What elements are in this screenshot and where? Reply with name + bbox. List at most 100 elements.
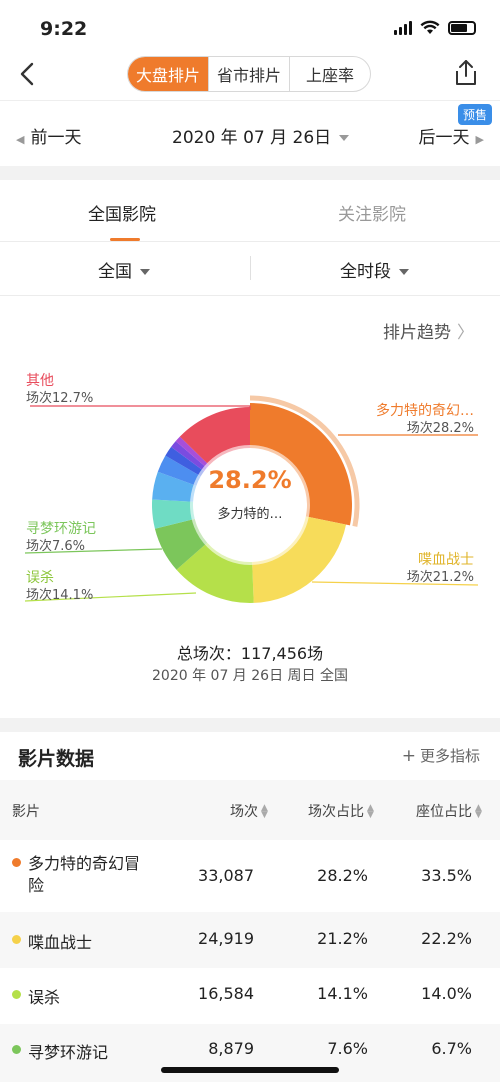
- slice-label-film-1: 多力特的奇幻… 场次28.2%: [376, 402, 474, 438]
- slice-label-name: 多力特的奇幻…: [376, 403, 474, 419]
- donut-center-percent: 28.2%: [208, 466, 292, 494]
- donut-slice[interactable]: [151, 499, 195, 529]
- caret-down-icon: [339, 135, 350, 141]
- home-indicator: [161, 1067, 339, 1073]
- ranking-type-segmented-control[interactable]: 大盘排片 省市排片 上座率: [127, 56, 371, 92]
- donut-slices: [151, 395, 360, 603]
- shows-cell: 16,584: [198, 984, 254, 1003]
- schedule-trend-link[interactable]: 排片趋势〉: [383, 318, 474, 343]
- slice-label-share: 场次12.7%: [26, 391, 94, 406]
- column-header-film: 影片: [12, 804, 40, 820]
- status-icons: [394, 20, 476, 35]
- donut-inner-ring: [190, 445, 310, 565]
- time-range-filter-label: 全时段: [340, 262, 391, 282]
- schedule-share-donut-chart: [24, 395, 479, 603]
- section-divider: [0, 718, 500, 732]
- donut-slice[interactable]: [165, 446, 205, 477]
- table-header: [0, 780, 500, 840]
- film-color-dot: [12, 858, 21, 867]
- more-metrics-label: 更多指标: [419, 747, 480, 765]
- tab-followed-cinemas[interactable]: 关注影院: [338, 205, 406, 225]
- caret-right-icon: ▶: [475, 133, 484, 146]
- column-header-show-share[interactable]: 场次占比 ▲ ▼: [308, 801, 374, 821]
- slice-label-share: 场次7.6%: [26, 539, 86, 554]
- total-shows: 总场次：117,456场: [176, 644, 324, 663]
- segment-province[interactable]: 省市排片: [208, 57, 289, 91]
- shows-cell: 24,919: [198, 929, 254, 948]
- sort-icon: ▲ ▼: [261, 803, 268, 820]
- table-row[interactable]: [0, 912, 500, 968]
- sort-icon: ▲ ▼: [475, 803, 482, 820]
- donut-slice[interactable]: [250, 403, 352, 526]
- donut-hole: [195, 450, 305, 560]
- donut-slice[interactable]: [157, 455, 201, 486]
- region-filter-label: 全国: [98, 262, 132, 282]
- tab-national-cinemas[interactable]: 全国影院: [88, 205, 156, 225]
- caret-down-icon: [399, 269, 409, 275]
- divider: [0, 241, 500, 242]
- seat-share-cell: 14.0%: [421, 984, 472, 1003]
- summary-date-line: 2020 年 07 月 26日 周日 全国: [152, 668, 348, 684]
- column-header-label: 场次: [230, 804, 258, 820]
- date-picker[interactable]: 2020 年 07 月 26日: [172, 123, 350, 148]
- slice-label-share: 场次28.2%: [406, 421, 474, 436]
- shows-cell: 33,087: [198, 866, 254, 885]
- film-name-line: 险: [28, 876, 45, 895]
- region-filter[interactable]: 全国: [98, 257, 150, 282]
- slice-label-film-4: 寻梦环游记 场次7.6%: [26, 520, 96, 556]
- segment-overall[interactable]: 大盘排片: [128, 57, 208, 91]
- more-metrics-button[interactable]: + 更多指标: [402, 745, 480, 766]
- date-bar: [0, 100, 500, 166]
- status-time: 9:22: [40, 18, 88, 40]
- film-name: 喋血战士: [28, 933, 93, 952]
- film-name: 寻梦环游记: [28, 1043, 109, 1062]
- next-day-button[interactable]: 后一天 ▶: [419, 123, 484, 148]
- active-tab-indicator: [110, 238, 140, 241]
- leader-line: [30, 405, 251, 410]
- show-share-cell: 21.2%: [317, 929, 368, 948]
- shows-cell: 8,879: [208, 1039, 254, 1058]
- film-color-dot: [12, 935, 21, 944]
- donut-slice[interactable]: [154, 518, 208, 570]
- slice-label-film-3: 误杀 场次14.1%: [26, 569, 93, 605]
- slice-label-name: 误杀: [26, 570, 54, 586]
- prev-day-button[interactable]: ◀ 前一天: [16, 123, 81, 148]
- film-name: 误杀: [28, 988, 61, 1007]
- slice-label-share: 场次21.2%: [406, 570, 474, 585]
- caret-left-icon: ◀: [16, 133, 25, 146]
- share-icon[interactable]: [452, 58, 480, 88]
- slice-label-name: 其他: [26, 373, 54, 389]
- schedule-trend-label: 排片趋势: [383, 323, 451, 343]
- column-header-shows[interactable]: 场次 ▲ ▼: [230, 801, 268, 821]
- donut-slice[interactable]: [252, 516, 347, 603]
- time-range-filter[interactable]: 全时段: [340, 257, 409, 282]
- presale-badge: 预售: [457, 104, 492, 125]
- caret-down-icon: [140, 269, 150, 275]
- slice-label-other: 其他 场次12.7%: [26, 372, 93, 408]
- divider: [0, 295, 500, 296]
- slice-label-name: 喋血战士: [418, 552, 474, 568]
- column-header-label: 座位占比: [416, 804, 472, 820]
- film-name: 多力特的奇幻冒 险: [28, 853, 158, 897]
- next-day-label: 后一天: [418, 128, 470, 148]
- donut-slice[interactable]: [176, 542, 254, 603]
- donut-slice[interactable]: [175, 436, 210, 468]
- selected-slice-halo: [249, 395, 360, 527]
- donut-slice[interactable]: [152, 471, 197, 502]
- back-arrow-icon[interactable]: [16, 60, 40, 88]
- column-header-seat-share[interactable]: 座位占比 ▲ ▼: [416, 801, 482, 821]
- sort-icon: ▲ ▼: [367, 803, 374, 820]
- segment-occupancy[interactable]: 上座率: [289, 57, 370, 91]
- show-share-cell: 28.2%: [317, 866, 368, 885]
- film-data-title: 影片数据: [18, 748, 95, 770]
- leader-line: [24, 592, 197, 602]
- seat-share-cell: 22.2%: [421, 929, 472, 948]
- leader-line: [311, 581, 479, 586]
- film-name-line: 多力特的奇幻冒: [28, 854, 141, 873]
- chevron-right-icon: 〉: [457, 323, 474, 343]
- filter-separator: [250, 256, 251, 280]
- section-divider: [0, 166, 500, 180]
- donut-slice[interactable]: [171, 441, 207, 472]
- slice-label-film-2: 喋血战士 场次21.2%: [407, 551, 474, 587]
- wifi-icon: [420, 20, 440, 34]
